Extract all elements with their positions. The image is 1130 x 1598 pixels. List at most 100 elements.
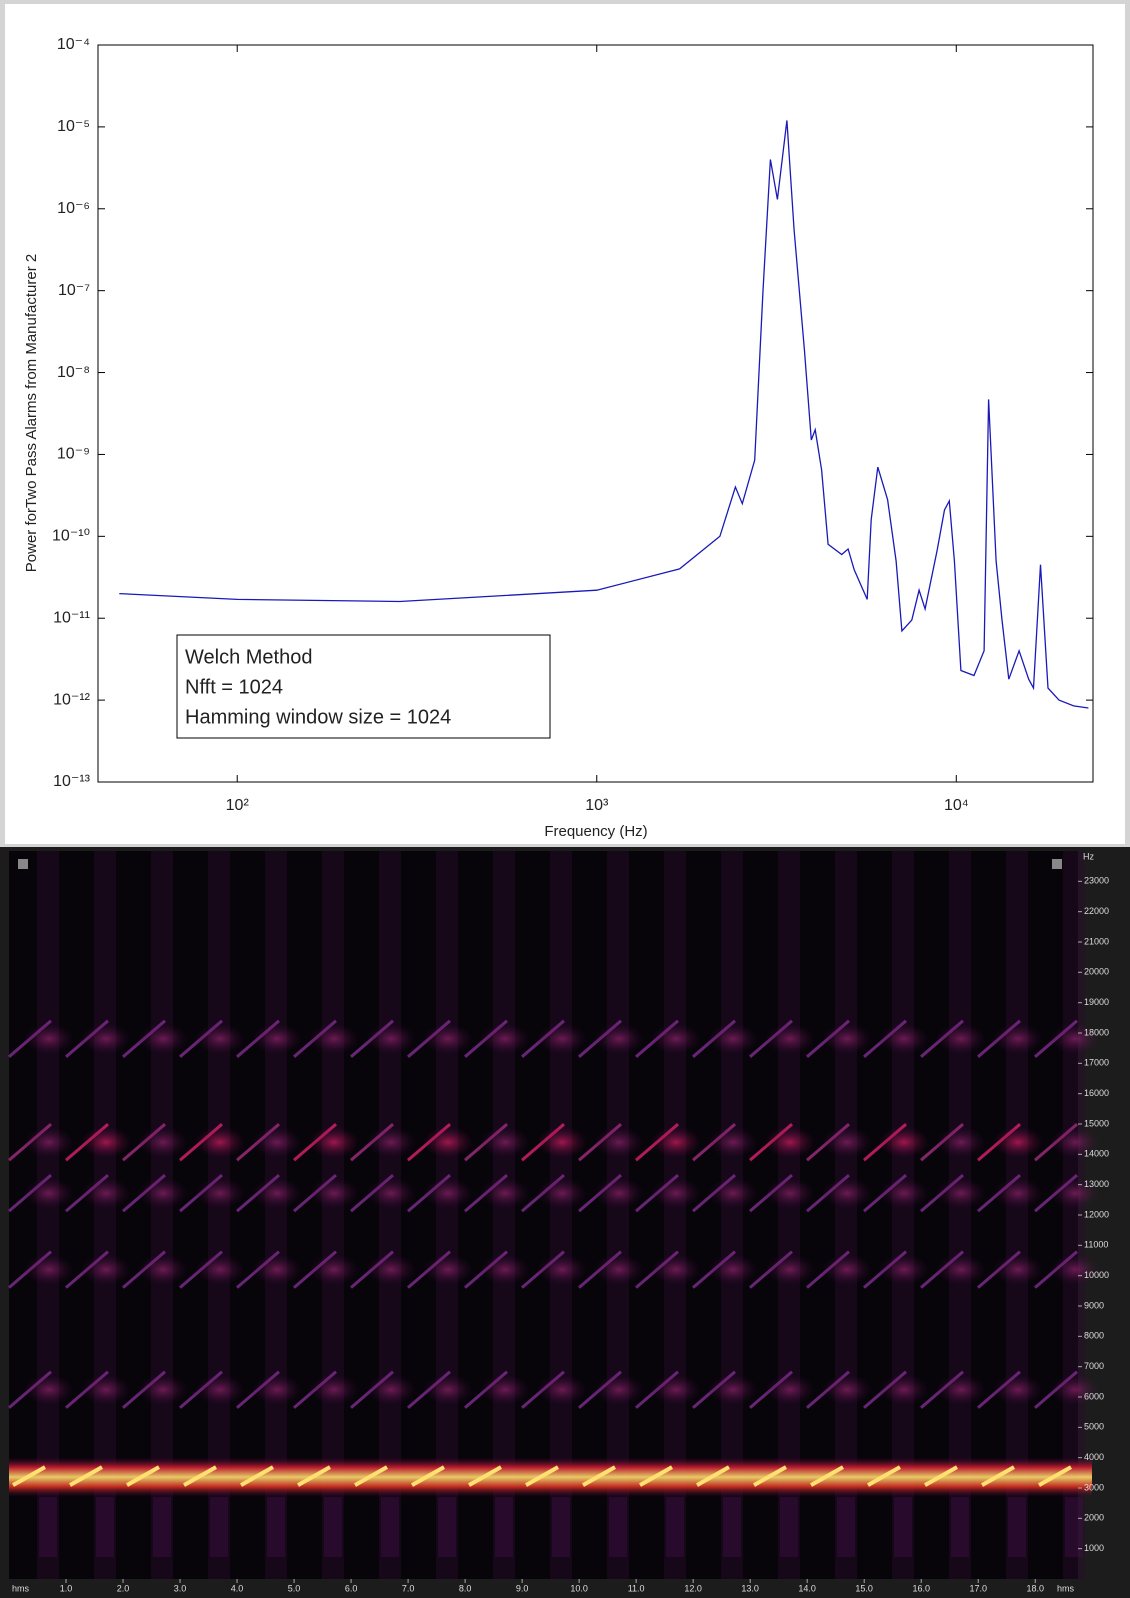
x-tick-label: 10² [226, 797, 250, 814]
x-tick-label: 17.0 [969, 1583, 987, 1593]
texture-blob [80, 1177, 132, 1210]
texture-stroke [924, 1465, 958, 1487]
texture-blob [764, 1253, 816, 1286]
texture-hot [522, 1457, 579, 1498]
texture-blob [821, 1373, 873, 1406]
texture-blob [992, 1022, 1044, 1055]
spectrum-line [119, 120, 1089, 709]
texture-low [210, 1497, 228, 1558]
texture-stroke [126, 1465, 160, 1487]
texture-low [1065, 1497, 1083, 1558]
y-tick-label: 10⁻⁴ [57, 36, 90, 53]
texture-blob [935, 1126, 987, 1159]
x-tick-label: 3.0 [174, 1583, 187, 1593]
texture-low [267, 1497, 285, 1558]
texture-blob [707, 1126, 759, 1159]
texture-stroke [354, 1465, 388, 1487]
texture-hot [1035, 1457, 1092, 1498]
texture-blob [707, 1373, 759, 1406]
x-tick-label: 10.0 [570, 1583, 588, 1593]
y-tick-label: 16000 [1084, 1088, 1109, 1098]
texture-stroke [411, 1465, 445, 1487]
y-tick-label: 3000 [1084, 1482, 1104, 1492]
texture-blob [992, 1253, 1044, 1286]
texture-blob [422, 1253, 474, 1286]
texture-blob [878, 1373, 930, 1406]
y-tick-label: 5000 [1084, 1422, 1104, 1432]
texture-stroke [12, 1465, 46, 1487]
y-tick-label: 13000 [1084, 1179, 1109, 1189]
texture-blob [194, 1253, 246, 1286]
x-tick-label: 14.0 [798, 1583, 816, 1593]
texture-blob [935, 1177, 987, 1210]
texture-blob [80, 1126, 132, 1159]
y-tick-label: 10⁻¹³ [53, 773, 91, 790]
texture-hot [9, 1457, 66, 1498]
y-tick-label: 7000 [1084, 1361, 1104, 1371]
texture-blob [707, 1177, 759, 1210]
texture-blob [650, 1022, 702, 1055]
x-tick-label: 9.0 [516, 1583, 529, 1593]
texture-blob [536, 1177, 588, 1210]
texture-blob [137, 1373, 189, 1406]
texture-hot [750, 1457, 807, 1498]
texture-low [1008, 1497, 1026, 1558]
texture-blob [593, 1177, 645, 1210]
texture-blob [992, 1373, 1044, 1406]
texture-blob [878, 1177, 930, 1210]
texture-blob [251, 1177, 303, 1210]
texture-blob [650, 1253, 702, 1286]
texture-hot [579, 1457, 636, 1498]
texture-blob [23, 1253, 75, 1286]
texture-blob [764, 1022, 816, 1055]
corner-icon [1052, 859, 1062, 869]
texture-low [951, 1497, 969, 1558]
texture-blob [365, 1126, 417, 1159]
texture-blob [80, 1022, 132, 1055]
texture-blob [308, 1177, 360, 1210]
texture-low [780, 1497, 798, 1558]
texture-blob [308, 1022, 360, 1055]
texture-blob [479, 1022, 531, 1055]
x-tick-label: 4.0 [231, 1583, 244, 1593]
x-tick-label: 8.0 [459, 1583, 472, 1593]
texture-low [96, 1497, 114, 1558]
y-axis-label: Power forTwo Pass Alarms from Manufactur… [23, 254, 40, 572]
texture-blob [650, 1177, 702, 1210]
corner-icon [18, 859, 28, 869]
texture-blob [251, 1022, 303, 1055]
texture-stroke [753, 1465, 787, 1487]
texture-blob [992, 1177, 1044, 1210]
texture-blob [365, 1253, 417, 1286]
texture-hot [294, 1457, 351, 1498]
x-tick-label: 15.0 [855, 1583, 873, 1593]
y-tick-label: 10⁻¹⁰ [52, 528, 90, 545]
texture-hot [636, 1457, 693, 1498]
texture-blob [137, 1177, 189, 1210]
texture-low [495, 1497, 513, 1558]
x-unit: hms [1057, 1583, 1075, 1593]
y-tick-label: 10⁻⁶ [57, 200, 90, 217]
texture-low [723, 1497, 741, 1558]
texture-blob [593, 1253, 645, 1286]
texture-blob [137, 1126, 189, 1159]
y-tick-label: 8000 [1084, 1331, 1104, 1341]
texture-low [153, 1497, 171, 1558]
x-tick-label: 13.0 [741, 1583, 759, 1593]
texture-blob [536, 1373, 588, 1406]
texture-blob [194, 1373, 246, 1406]
x-tick-label: 6.0 [345, 1583, 358, 1593]
texture-stroke [183, 1465, 217, 1487]
texture-stroke [810, 1465, 844, 1487]
texture-blob [308, 1373, 360, 1406]
texture-blob [593, 1022, 645, 1055]
y-tick-label: 20000 [1084, 967, 1109, 977]
texture-hot [693, 1457, 750, 1498]
texture-low [837, 1497, 855, 1558]
y-tick-label: 21000 [1084, 936, 1109, 946]
texture-low [39, 1497, 57, 1558]
x-tick-label: 2.0 [117, 1583, 130, 1593]
texture-blob [479, 1126, 531, 1159]
